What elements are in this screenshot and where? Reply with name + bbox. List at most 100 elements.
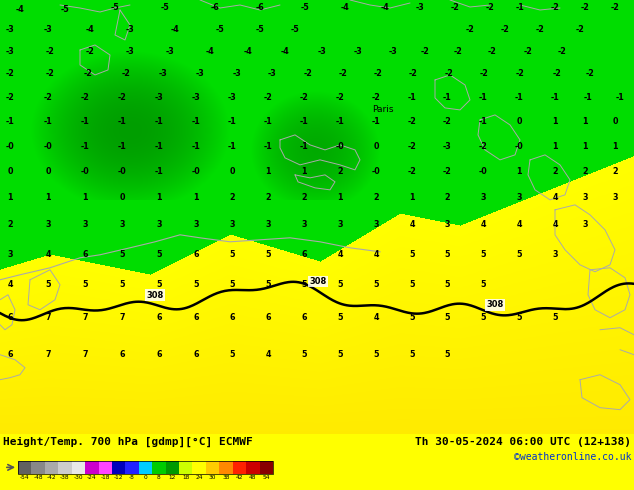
- Text: -1: -1: [118, 143, 126, 151]
- Text: -4: -4: [171, 25, 179, 34]
- Text: -5: -5: [290, 25, 299, 34]
- Bar: [193, 461, 206, 474]
- Text: -18: -18: [100, 475, 110, 480]
- Text: 3: 3: [480, 194, 486, 202]
- Text: -0: -0: [81, 168, 89, 176]
- Text: 1: 1: [156, 194, 162, 202]
- Text: 4: 4: [265, 350, 271, 359]
- Text: 54: 54: [262, 475, 270, 480]
- Text: -2: -2: [586, 70, 595, 78]
- Text: -1: -1: [300, 143, 308, 151]
- Text: -1: -1: [264, 143, 273, 151]
- Text: Th 30-05-2024 06:00 UTC (12+138): Th 30-05-2024 06:00 UTC (12+138): [415, 437, 631, 447]
- Text: -4: -4: [86, 25, 94, 34]
- Text: -1: -1: [515, 3, 524, 12]
- Text: 308: 308: [146, 291, 164, 299]
- Bar: [139, 461, 152, 474]
- Text: 6: 6: [7, 313, 13, 322]
- Text: -2: -2: [408, 143, 417, 151]
- Text: 3: 3: [230, 220, 235, 229]
- Text: 5: 5: [119, 280, 125, 289]
- Text: -2: -2: [451, 3, 460, 12]
- Text: -1: -1: [264, 118, 273, 126]
- Text: -2: -2: [444, 70, 453, 78]
- Text: -2: -2: [46, 48, 55, 56]
- Text: -1: -1: [335, 118, 344, 126]
- Bar: [246, 461, 259, 474]
- Text: 1: 1: [7, 194, 13, 202]
- Text: 1: 1: [265, 168, 271, 176]
- Text: 1: 1: [45, 194, 51, 202]
- Text: -1: -1: [81, 143, 89, 151]
- Text: -30: -30: [74, 475, 83, 480]
- Text: 1: 1: [582, 118, 588, 126]
- Text: 3: 3: [82, 220, 87, 229]
- Text: -3: -3: [389, 48, 398, 56]
- Text: 30: 30: [209, 475, 216, 480]
- Text: 1: 1: [301, 168, 307, 176]
- Text: -2: -2: [536, 25, 545, 34]
- Text: -6: -6: [256, 3, 264, 12]
- Text: -2: -2: [443, 168, 451, 176]
- Text: 6: 6: [7, 350, 13, 359]
- Text: -2: -2: [486, 3, 495, 12]
- Text: -0: -0: [479, 168, 488, 176]
- Text: 5: 5: [82, 280, 87, 289]
- Text: 308: 308: [309, 277, 327, 286]
- Text: -1: -1: [228, 143, 236, 151]
- Text: -1: -1: [191, 143, 200, 151]
- Text: 5: 5: [301, 280, 307, 289]
- Text: 2: 2: [582, 168, 588, 176]
- Text: 5: 5: [156, 280, 162, 289]
- Text: -24: -24: [87, 475, 96, 480]
- Text: -3: -3: [6, 25, 15, 34]
- Text: -4: -4: [205, 48, 214, 56]
- Text: -6: -6: [210, 3, 219, 12]
- Text: -2: -2: [339, 70, 347, 78]
- Bar: [179, 461, 193, 474]
- Text: 0: 0: [45, 168, 51, 176]
- Text: -54: -54: [20, 475, 30, 480]
- Text: 4: 4: [410, 220, 415, 229]
- Text: Paris: Paris: [372, 105, 394, 114]
- Text: -1: -1: [616, 94, 624, 102]
- Text: 4: 4: [45, 250, 51, 259]
- Text: -3: -3: [268, 70, 276, 78]
- Text: 5: 5: [230, 280, 235, 289]
- Text: 5: 5: [444, 313, 450, 322]
- Text: -2: -2: [81, 94, 89, 102]
- Text: 5: 5: [337, 313, 343, 322]
- Text: 3: 3: [444, 220, 450, 229]
- Text: -2: -2: [122, 70, 131, 78]
- Text: -5: -5: [160, 3, 169, 12]
- Text: -1: -1: [550, 94, 559, 102]
- Text: -2: -2: [443, 118, 451, 126]
- Text: 1: 1: [410, 194, 415, 202]
- Text: 2: 2: [229, 194, 235, 202]
- Text: -1: -1: [515, 94, 524, 102]
- Text: 6: 6: [265, 313, 271, 322]
- Text: 6: 6: [193, 250, 198, 259]
- Text: ©weatheronline.co.uk: ©weatheronline.co.uk: [514, 452, 631, 462]
- Text: 5: 5: [156, 250, 162, 259]
- Text: 5: 5: [119, 250, 125, 259]
- Text: -3: -3: [196, 70, 204, 78]
- Text: 5: 5: [444, 350, 450, 359]
- Text: -4: -4: [243, 48, 252, 56]
- Text: -2: -2: [581, 3, 590, 12]
- Text: -2: -2: [515, 70, 524, 78]
- Text: 5: 5: [410, 350, 415, 359]
- Text: 3: 3: [301, 220, 307, 229]
- Text: -5: -5: [256, 25, 264, 34]
- Text: -2: -2: [6, 70, 15, 78]
- Text: 5: 5: [230, 250, 235, 259]
- Text: 3: 3: [193, 220, 198, 229]
- Text: 0: 0: [516, 118, 522, 126]
- Text: 4: 4: [480, 220, 486, 229]
- Text: -1: -1: [408, 94, 417, 102]
- Text: 24: 24: [195, 475, 203, 480]
- Text: -5: -5: [216, 25, 224, 34]
- Text: 4: 4: [373, 250, 378, 259]
- Text: 5: 5: [373, 350, 378, 359]
- Bar: [85, 461, 98, 474]
